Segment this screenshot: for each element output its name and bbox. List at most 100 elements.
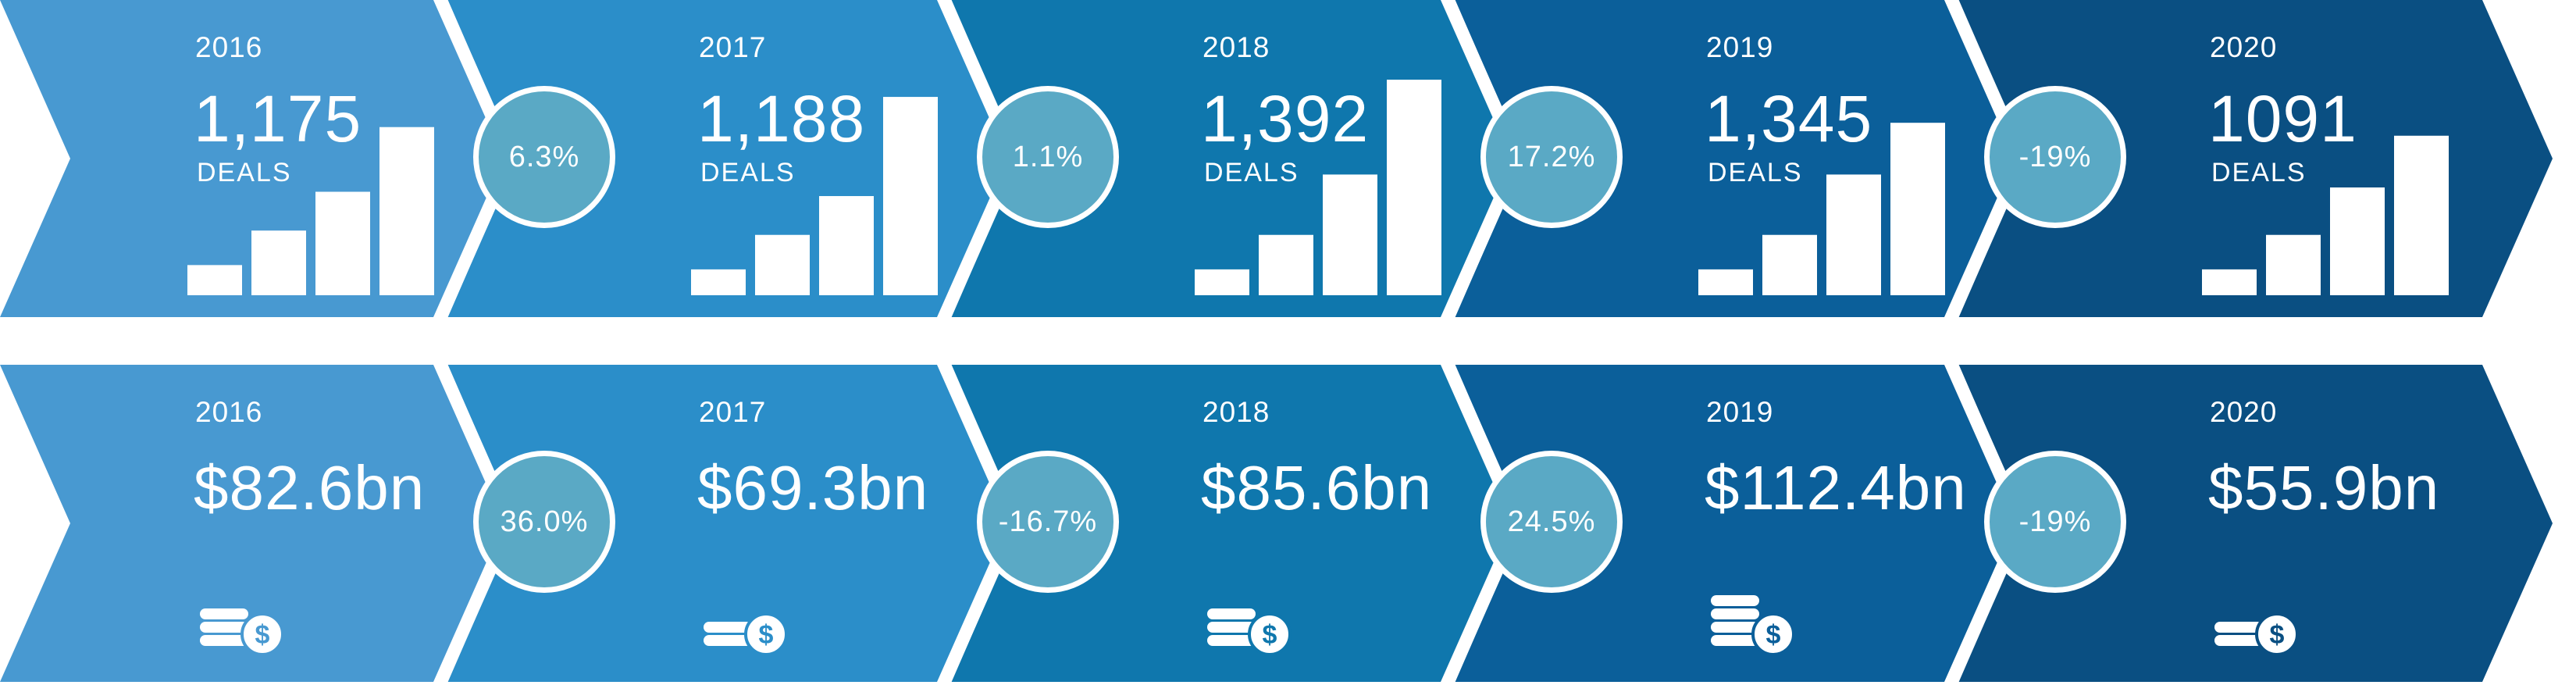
coins-dollar-icon: $ (1711, 595, 1795, 656)
dollar-coin (1248, 612, 1292, 656)
deal-value: $69.3bn (697, 453, 929, 523)
dollar-coin (240, 612, 284, 656)
change-circle-2019-2020: -19% (1984, 86, 2126, 228)
value-segment-2016: 2016 $82.6bn $ (0, 365, 504, 682)
bar (2266, 234, 2321, 295)
year-label: 2020 (2210, 396, 2278, 428)
dollar-coin (2255, 612, 2299, 656)
bar (1387, 80, 1441, 295)
coin (1711, 595, 1759, 606)
deals-unit-label: DEALS (2211, 158, 2307, 187)
deal-count: 1,175 (194, 82, 362, 155)
bar (1698, 269, 1753, 295)
chevron-segment (0, 365, 504, 682)
deals-unit-label: DEALS (197, 158, 292, 187)
deal-count: 1091 (2208, 82, 2357, 155)
bar-chart-icon (2202, 135, 2449, 295)
deal-value: $85.6bn (1201, 453, 1433, 523)
coin (200, 608, 248, 619)
bar (379, 127, 434, 295)
value-segment-2017: 2017 $69.3bn $ (504, 365, 1007, 682)
deals-segment-2018: 2018 1,392 DEALS (1007, 0, 1511, 317)
deal-value: $112.4bn (1705, 453, 1967, 523)
bar (315, 191, 370, 295)
coin (704, 622, 752, 633)
coins-dollar-icon: $ (1207, 608, 1292, 656)
value-segment-2020: 2020 $55.9bn $ (2015, 365, 2518, 682)
change-circle-2017-2018: -16.7% (977, 451, 1119, 593)
coin (2214, 635, 2263, 646)
bar (1259, 234, 1313, 295)
year-label: 2019 (1706, 31, 1774, 63)
deals-unit-label: DEALS (1708, 158, 1803, 187)
chevron-segment (1958, 365, 2553, 682)
coin (1711, 635, 1759, 646)
bar (755, 234, 810, 295)
chevron-segment (0, 0, 504, 317)
deals-segment-2016: 2016 1,175 DEALS (0, 0, 504, 317)
value-row: 2016 $82.6bn $ 2017 $69.3bn $ 2018 $85.6… (0, 365, 2576, 682)
deals-segment-2019: 2019 1,345 DEALS (1511, 0, 2015, 317)
change-circle-2018-2019: 24.5% (1480, 451, 1623, 593)
bar (1762, 234, 1817, 295)
deals-unit-label: DEALS (700, 158, 796, 187)
chevron-segment (1455, 365, 2015, 682)
coin (200, 635, 248, 646)
coin (1207, 622, 1256, 633)
dollar-coin (744, 612, 788, 656)
year-label: 2016 (195, 31, 263, 63)
dollar-sign-icon: $ (2270, 620, 2285, 650)
deals-segment-2020: 2020 1091 DEALS (2015, 0, 2518, 317)
bar (2202, 269, 2257, 295)
coins-dollar-icon: $ (704, 612, 788, 656)
change-circle-2019-2020: -19% (1984, 451, 2126, 593)
coin (1207, 608, 1256, 619)
dollar-sign-icon: $ (1263, 620, 1277, 650)
change-circle-2016-2017: 6.3% (473, 86, 615, 228)
bar (1826, 174, 1881, 295)
value-segment-2019: 2019 $112.4bn $ (1511, 365, 2015, 682)
coins-dollar-icon: $ (2214, 612, 2299, 656)
value-segment-2018: 2018 $85.6bn $ (1007, 365, 1511, 682)
dollar-sign-icon: $ (255, 620, 270, 650)
year-label: 2020 (2210, 31, 2278, 63)
dollar-sign-icon: $ (1766, 620, 1781, 650)
bar (691, 269, 746, 295)
bar (1195, 269, 1249, 295)
coins-dollar-icon: $ (200, 608, 284, 656)
coin (1711, 608, 1759, 619)
bar (1323, 174, 1377, 295)
bar (883, 97, 938, 295)
deal-value: $55.9bn (2208, 453, 2440, 523)
coin (1711, 622, 1759, 633)
year-label: 2016 (195, 396, 263, 428)
bar (819, 196, 874, 295)
deals-unit-label: DEALS (1204, 158, 1299, 187)
dollar-sign-icon: $ (759, 620, 774, 650)
deal-count: 1,392 (1201, 82, 1370, 155)
bar (187, 265, 242, 295)
chevron-segment (951, 365, 1511, 682)
value-chevron-band (0, 365, 2553, 682)
year-label: 2018 (1202, 31, 1270, 63)
coin (200, 622, 248, 633)
dollar-coin (1751, 612, 1795, 656)
change-circle-2017-2018: 1.1% (977, 86, 1119, 228)
year-label: 2017 (699, 31, 767, 63)
bar (2394, 135, 2449, 295)
year-label: 2018 (1202, 396, 1270, 428)
change-circle-2018-2019: 17.2% (1480, 86, 1623, 228)
coin (704, 635, 752, 646)
change-circle-2016-2017: 36.0% (473, 451, 615, 593)
deals-segment-2017: 2017 1,188 DEALS (504, 0, 1007, 317)
chevron-segment (447, 365, 1007, 682)
year-label: 2019 (1706, 396, 1774, 428)
bar-chart-icon (1195, 80, 1441, 295)
deal-value: $82.6bn (194, 453, 426, 523)
deals-row: 2016 1,175 DEALS 2017 1,188 DEALS 2018 1… (0, 0, 2576, 317)
bar (1890, 123, 1945, 295)
bar-chart-icon (1698, 123, 1945, 295)
bar-chart-icon (187, 127, 434, 295)
deal-count: 1,188 (697, 82, 866, 155)
bar (251, 230, 306, 295)
